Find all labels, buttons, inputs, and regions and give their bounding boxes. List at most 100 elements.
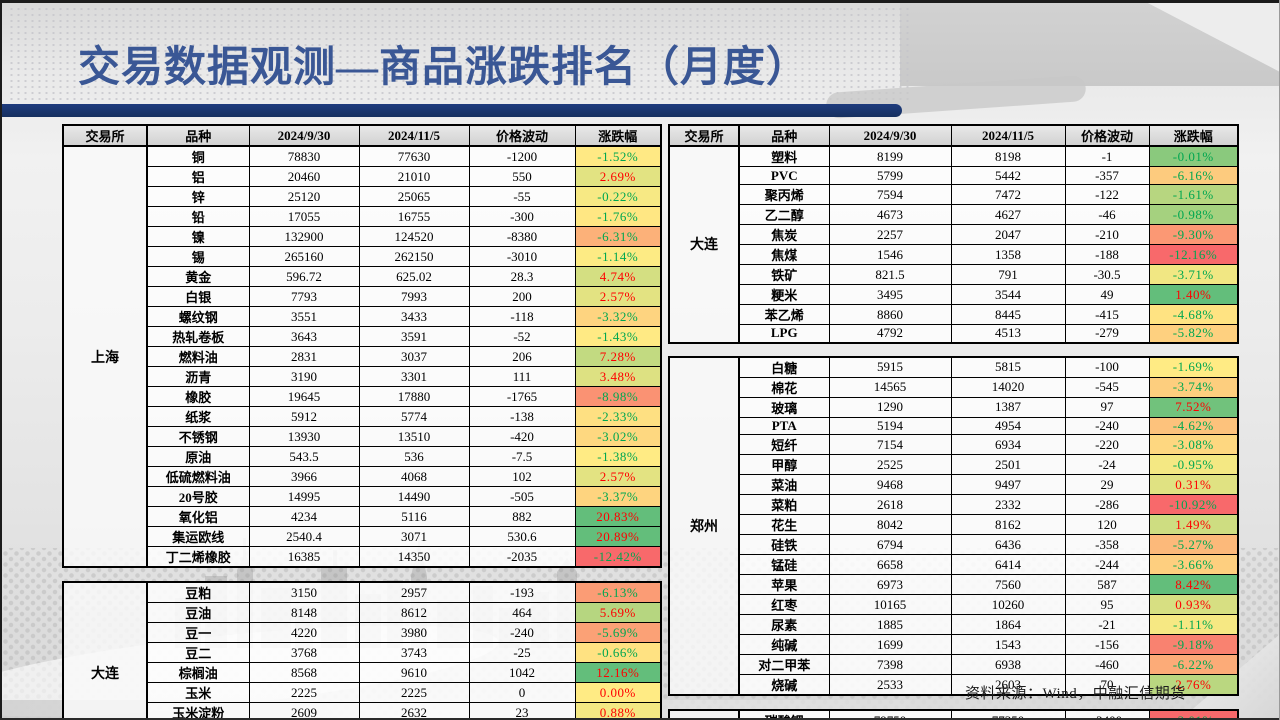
variety-cell: PVC: [738, 165, 830, 186]
variety-cell: 锡: [146, 246, 250, 267]
table-row: 集运欧线 2540.4 3071 530.6 20.89%: [63, 526, 662, 547]
pct-change-cell: -0.98%: [1148, 204, 1239, 226]
price-1105-cell: 17880: [358, 386, 470, 407]
price-1105-cell: 1543: [950, 634, 1066, 656]
price-change-cell: 102: [468, 466, 576, 487]
variety-cell: 红枣: [738, 594, 830, 616]
slide-bottom-edge: [0, 718, 1280, 720]
price-change-cell: 97: [1064, 396, 1150, 418]
variety-cell: 黄金: [146, 266, 250, 287]
price-0930-cell: 2533: [828, 674, 952, 696]
price-change-cell: 530.6: [468, 526, 576, 547]
price-1105-cell: 25065: [358, 186, 470, 207]
price-change-cell: -138: [468, 406, 576, 427]
price-change-cell: -21: [1064, 614, 1150, 636]
price-1105-cell: 10260: [950, 594, 1066, 616]
variety-cell: 棉花: [738, 376, 830, 398]
price-1105-cell: 2332: [950, 494, 1066, 516]
price-change-cell: -300: [468, 206, 576, 227]
commodity-table: 大连 豆粕 3150 2957 -193 -6.13% 豆油 8148 8612 464 5.69%…: [62, 581, 662, 720]
table-row: 豆一 4220 3980 -240 -5.69%: [63, 622, 662, 643]
price-1105-cell: 8198: [950, 145, 1066, 167]
table-row: 尿素 1885 1864 -21 -1.11%: [669, 614, 1239, 636]
price-change-cell: 587: [1064, 574, 1150, 596]
price-1105-cell: 7993: [358, 286, 470, 307]
price-0930-cell: 596.72: [248, 266, 360, 287]
price-change-cell: 120: [1064, 514, 1150, 536]
header-row: 交易所 品种 2024/9/30 2024/11/5 价格波动 涨跌幅: [62, 124, 662, 147]
price-change-cell: 200: [468, 286, 576, 307]
table-row: 粳米 3495 3544 49 1.40%: [669, 284, 1239, 306]
pct-change-cell: -9.18%: [1148, 634, 1239, 656]
pct-change-cell: -12.42%: [574, 546, 662, 568]
exchange-cell: 大连: [62, 581, 148, 720]
pct-change-cell: -5.69%: [574, 622, 662, 643]
price-1105-cell: 791: [950, 264, 1066, 286]
variety-cell: 沥青: [146, 366, 250, 387]
pct-change-cell: 4.74%: [574, 266, 662, 287]
pct-change-cell: -3.01%: [1148, 709, 1239, 720]
pct-change-cell: 0.93%: [1148, 594, 1239, 616]
table-row: 镍 132900 124520 -8380 -6.31%: [63, 226, 662, 247]
price-change-cell: 206: [468, 346, 576, 367]
variety-cell: 不锈钢: [146, 426, 250, 447]
price-0930-cell: 17055: [248, 206, 360, 227]
price-1105-cell: 3037: [358, 346, 470, 367]
price-change-cell: -24: [1064, 454, 1150, 476]
pct-change-cell: 2.76%: [1148, 674, 1239, 696]
slide-left-edge: [0, 0, 2, 720]
price-0930-cell: 13930: [248, 426, 360, 447]
table-row: 不锈钢 13930 13510 -420 -3.02%: [63, 426, 662, 447]
price-change-cell: -156: [1064, 634, 1150, 656]
price-0930-cell: 6794: [828, 534, 952, 556]
column-header: 2024/9/30: [828, 124, 952, 147]
column-header: 涨跌幅: [574, 124, 662, 147]
pct-change-cell: -12.16%: [1148, 244, 1239, 266]
price-1105-cell: 3591: [358, 326, 470, 347]
price-1105-cell: 8162: [950, 514, 1066, 536]
price-change-cell: 0: [468, 682, 576, 703]
price-change-cell: 70: [1064, 674, 1150, 696]
table-row: 橡胶 19645 17880 -1765 -8.98%: [63, 386, 662, 407]
price-1105-cell: 2047: [950, 224, 1066, 246]
price-0930-cell: 1699: [828, 634, 952, 656]
table-row: 沥青 3190 3301 111 3.48%: [63, 366, 662, 387]
variety-cell: 铁矿: [738, 264, 830, 286]
variety-cell: 乙二醇: [738, 204, 830, 226]
price-change-cell: -30.5: [1064, 264, 1150, 286]
price-change-cell: -8380: [468, 226, 576, 247]
variety-cell: 玉米淀粉: [146, 702, 250, 720]
pct-change-cell: -0.01%: [1148, 145, 1239, 167]
price-0930-cell: 265160: [248, 246, 360, 267]
variety-cell: 苹果: [738, 574, 830, 596]
table-row: 豆油 8148 8612 464 5.69%: [63, 602, 662, 623]
slide-top-edge: [0, 0, 1280, 3]
price-0930-cell: 7154: [828, 434, 952, 456]
price-change-cell: -244: [1064, 554, 1150, 576]
column-header: 交易所: [668, 124, 740, 147]
pct-change-cell: 0.00%: [574, 682, 662, 703]
price-0930-cell: 2618: [828, 494, 952, 516]
pct-change-cell: -1.14%: [574, 246, 662, 267]
variety-cell: PTA: [738, 416, 830, 436]
price-1105-cell: 5815: [950, 356, 1066, 378]
price-1105-cell: 16755: [358, 206, 470, 227]
table-row: 锰硅 6658 6414 -244 -3.66%: [669, 554, 1239, 576]
variety-cell: 豆一: [146, 622, 250, 643]
table-row: 白银 7793 7993 200 2.57%: [63, 286, 662, 307]
price-0930-cell: 7793: [248, 286, 360, 307]
price-change-cell: -240: [468, 622, 576, 643]
price-1105-cell: 1864: [950, 614, 1066, 636]
price-0930-cell: 3190: [248, 366, 360, 387]
price-change-cell: -357: [1064, 165, 1150, 186]
pct-change-cell: -6.13%: [574, 581, 662, 603]
exchange-cell: 上海: [62, 145, 148, 568]
pct-change-cell: -1.69%: [1148, 356, 1239, 378]
variety-cell: 豆二: [146, 642, 250, 663]
pct-change-cell: -3.02%: [574, 426, 662, 447]
column-header: 品种: [738, 124, 830, 147]
price-1105-cell: 2603: [950, 674, 1066, 696]
variety-cell: 热轧卷板: [146, 326, 250, 347]
price-0930-cell: 5915: [828, 356, 952, 378]
table-row: 20号胶 14995 14490 -505 -3.37%: [63, 486, 662, 507]
